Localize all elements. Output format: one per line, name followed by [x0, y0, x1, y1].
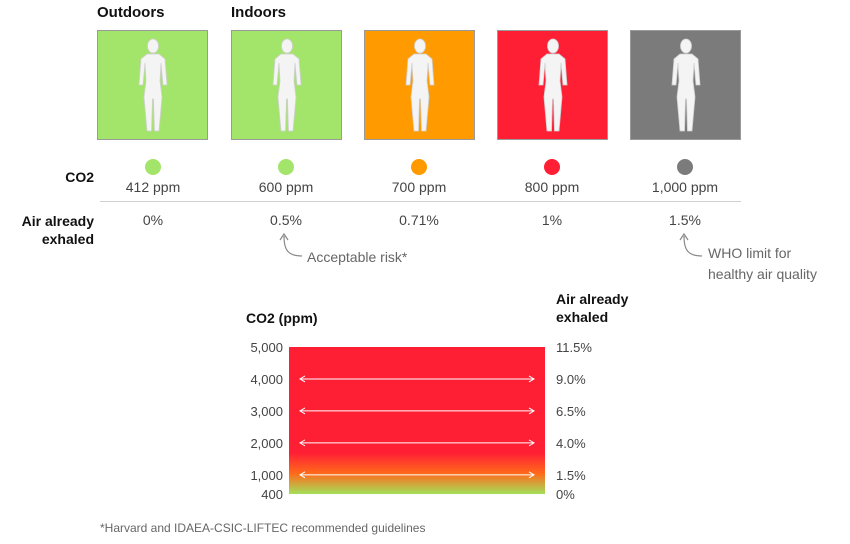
arrow-head-left — [299, 407, 306, 415]
exhaled-value-800: 1% — [541, 212, 563, 228]
right-tick-label: 0% — [556, 487, 575, 502]
person-figure-icon — [272, 38, 302, 132]
right-axis-title-line1: Air already — [556, 291, 629, 307]
ppm-value-800: 800 ppm — [524, 179, 580, 195]
row-divider — [100, 201, 741, 202]
exhaled-value-1000: 1.5% — [669, 212, 701, 228]
right-tick-label: 9.0% — [556, 372, 586, 387]
person-figure-icon — [138, 38, 168, 132]
arrow-head-right — [528, 471, 535, 479]
row-label-co2: CO2 — [65, 169, 94, 185]
co2-dot-1000 — [677, 159, 693, 175]
panel-outdoors — [97, 30, 208, 140]
header-indoors: Indoors — [231, 4, 286, 21]
co2-dot-600 — [278, 159, 294, 175]
arrow-head-left — [299, 375, 306, 383]
curved-arrow-icon — [679, 232, 703, 257]
note-acceptable-risk: Acceptable risk* — [307, 249, 408, 265]
header-outdoors: Outdoors — [97, 4, 165, 21]
left-tick-label: 5,000 — [250, 340, 283, 355]
panel-indoors-1000 — [630, 30, 741, 140]
panel-indoors-800 — [497, 30, 608, 140]
row-label-exhaled: Air already exhaled — [21, 213, 94, 247]
person-figure-icon — [538, 38, 568, 132]
exhaled-value-700: 0.71% — [399, 212, 439, 228]
note-who-line1: WHO limit for — [708, 245, 792, 261]
curved-arrow-icon — [279, 232, 303, 257]
arrow-head-right — [528, 407, 535, 415]
left-tick-label: 3,000 — [250, 404, 283, 419]
co2-dot-outdoors — [145, 159, 161, 175]
ppm-value-1000: 1,000 ppm — [651, 179, 719, 195]
left-tick-label: 2,000 — [250, 436, 283, 451]
arrow-head-left — [299, 471, 306, 479]
arrow-head-right — [528, 439, 535, 447]
exhaled-value-outdoors: 0% — [142, 212, 164, 228]
co2-dot-700 — [411, 159, 427, 175]
left-tick-label: 1,000 — [250, 468, 283, 483]
left-tick-label: 400 — [261, 487, 283, 502]
arrow-head-right — [528, 375, 535, 383]
ppm-value-600: 600 ppm — [258, 179, 314, 195]
panel-indoors-600 — [231, 30, 342, 140]
note-who-limit: WHO limit for healthy air quality — [708, 243, 817, 285]
ppm-value-outdoors: 412 ppm — [125, 179, 181, 195]
co2-dot-800 — [544, 159, 560, 175]
exhaled-value-600: 0.5% — [270, 212, 302, 228]
footnote: *Harvard and IDAEA-CSIC-LIFTEC recommend… — [100, 521, 426, 535]
co2-gradient-area — [289, 347, 545, 494]
left-tick-label: 4,000 — [250, 372, 283, 387]
right-axis-title-line2: exhaled — [556, 309, 608, 325]
right-tick-label: 4.0% — [556, 436, 586, 451]
person-figure-icon — [671, 38, 701, 132]
left-axis-title: CO2 (ppm) — [246, 310, 318, 326]
ppm-value-700: 700 ppm — [391, 179, 447, 195]
person-figure-icon — [405, 38, 435, 132]
note-who-line2: healthy air quality — [708, 266, 817, 282]
panel-indoors-700 — [364, 30, 475, 140]
right-tick-label: 6.5% — [556, 404, 586, 419]
right-tick-label: 1.5% — [556, 468, 586, 483]
right-tick-label: 11.5% — [556, 340, 592, 355]
arrow-head-left — [299, 439, 306, 447]
